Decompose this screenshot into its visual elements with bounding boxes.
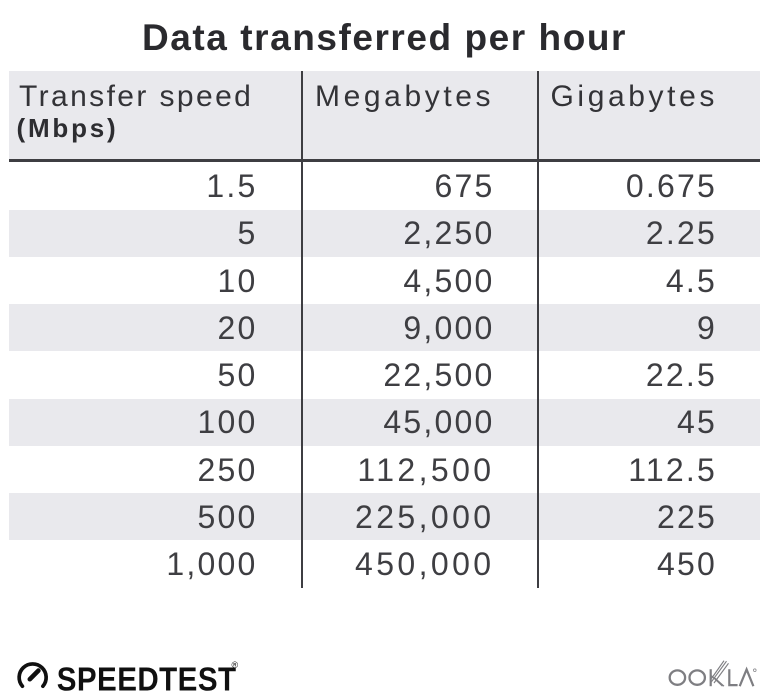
svg-text:®: ® bbox=[232, 660, 239, 670]
svg-text:SPEEDTEST: SPEEDTEST bbox=[57, 660, 237, 698]
